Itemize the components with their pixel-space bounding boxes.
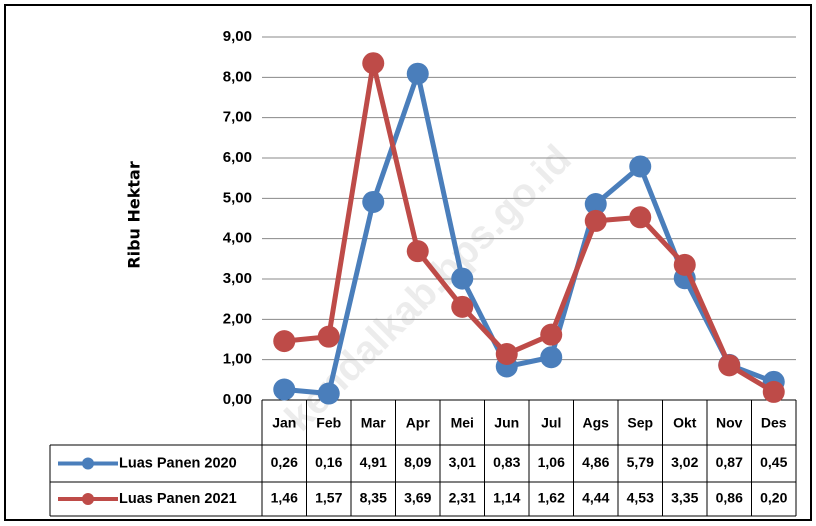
x-tick-label: Jan xyxy=(272,415,296,431)
table-value: 3,01 xyxy=(449,454,476,470)
data-point xyxy=(540,323,563,346)
data-point xyxy=(495,343,518,366)
x-tick-label: Jun xyxy=(494,415,519,431)
data-point xyxy=(317,382,340,405)
data-point xyxy=(584,209,607,232)
x-tick-label: Okt xyxy=(673,415,697,431)
table-value: 4,53 xyxy=(627,490,654,506)
y-axis-label: Ribu Hektar xyxy=(125,161,144,269)
y-tick-label: 9,00 xyxy=(223,28,252,45)
table-value: 1,62 xyxy=(538,490,565,506)
table-value: 0,26 xyxy=(271,454,298,470)
series-line xyxy=(284,60,776,395)
data-point xyxy=(718,354,741,377)
data-point xyxy=(406,240,429,263)
data-point xyxy=(362,52,385,75)
x-tick-label: Jul xyxy=(541,415,561,431)
x-tick-label: Nov xyxy=(716,415,743,431)
table-value: 1,14 xyxy=(493,490,520,506)
x-tick-label: Ags xyxy=(583,415,610,431)
data-point xyxy=(540,346,563,369)
legend-marker xyxy=(82,457,94,470)
x-tick-label: Feb xyxy=(316,415,341,431)
x-tick-label: Mar xyxy=(361,415,386,431)
legend-label: Luas Panen 2020 xyxy=(119,455,237,471)
legend-label: Luas Panen 2021 xyxy=(119,491,237,507)
table-value: 4,91 xyxy=(360,454,387,470)
data-point xyxy=(762,380,785,403)
table-value: 0,83 xyxy=(493,454,520,470)
data-point xyxy=(362,190,385,213)
table-value: 1,57 xyxy=(315,490,342,506)
table-value: 1,46 xyxy=(271,490,298,506)
y-tick-label: 4,00 xyxy=(223,230,252,247)
table-value: 5,79 xyxy=(627,454,654,470)
table-value: 4,44 xyxy=(582,490,609,506)
data-point xyxy=(629,206,652,229)
y-tick-label: 2,00 xyxy=(223,310,252,327)
table-value: 0,45 xyxy=(760,454,787,470)
table-value: 3,69 xyxy=(404,490,431,506)
y-tick-label: 8,00 xyxy=(223,68,252,85)
data-point xyxy=(273,378,296,401)
x-tick-label: Mei xyxy=(451,415,474,431)
table-value: 4,86 xyxy=(582,454,609,470)
table-value: 8,35 xyxy=(360,490,387,506)
data-point xyxy=(629,155,652,178)
y-tick-label: 6,00 xyxy=(223,149,252,166)
data-point xyxy=(451,267,474,290)
data-point xyxy=(451,295,474,318)
data-point xyxy=(673,253,696,276)
table-value: 3,35 xyxy=(671,490,698,506)
data-point xyxy=(584,192,607,215)
table-value: 1,06 xyxy=(538,454,565,470)
y-tick-label: 1,00 xyxy=(223,351,252,368)
y-tick-label: 0,00 xyxy=(223,391,252,408)
legend-marker xyxy=(82,493,94,505)
data-point xyxy=(317,325,340,348)
x-tick-label: Sep xyxy=(627,415,653,431)
y-tick-label: 5,00 xyxy=(223,189,252,206)
table-value: 0,86 xyxy=(716,490,743,506)
data-point xyxy=(273,330,296,353)
table-value: 2,31 xyxy=(449,490,476,506)
y-tick-label: 7,00 xyxy=(223,109,252,126)
table-value: 0,20 xyxy=(760,490,787,506)
x-tick-label: Apr xyxy=(406,415,431,431)
series-line xyxy=(284,71,775,397)
y-tick-label: 3,00 xyxy=(223,270,252,287)
x-tick-label: Des xyxy=(761,415,787,431)
table-value: 3,02 xyxy=(671,454,698,470)
table-value: 8,09 xyxy=(404,454,431,470)
table-value: 0,16 xyxy=(315,454,342,470)
table-value: 0,87 xyxy=(716,454,743,470)
data-point xyxy=(406,62,429,85)
